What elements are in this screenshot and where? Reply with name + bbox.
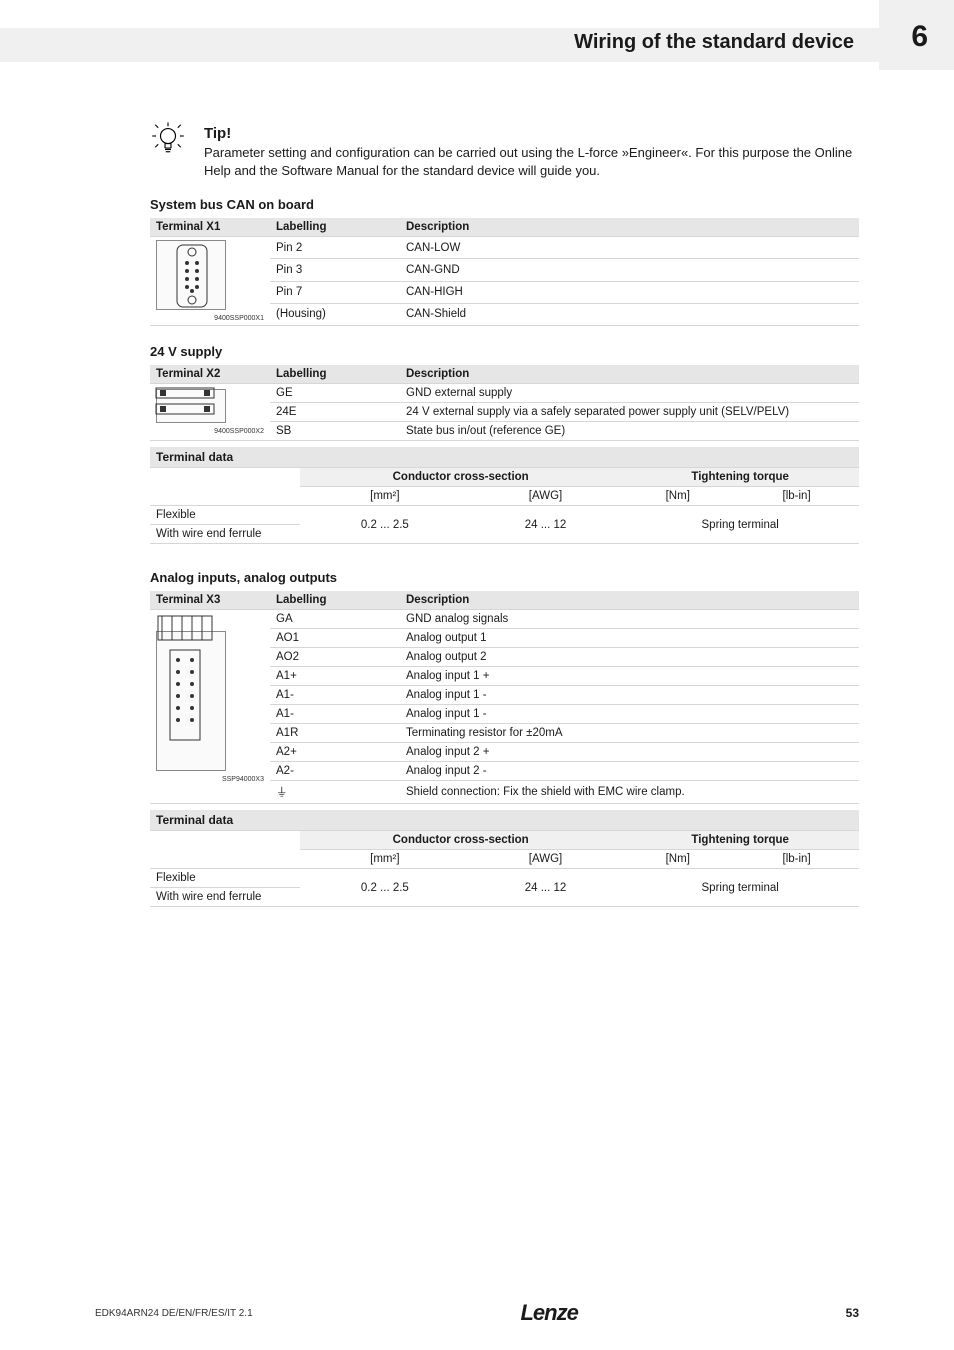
section-heading-analog: Analog inputs, analog outputs	[150, 570, 859, 585]
terminal-image-cell: 9400SSP000X2	[150, 384, 270, 441]
th-tt: Tightening torque	[621, 831, 859, 850]
table-cell-label: A2-	[270, 762, 400, 781]
footer-logo: Lenze	[520, 1300, 577, 1326]
table-cell-label: GE	[270, 384, 400, 403]
row-wire-end: With wire end ferrule	[150, 525, 300, 544]
table-cell-label: A1-	[270, 686, 400, 705]
th-labelling: Labelling	[270, 365, 400, 384]
unit-lbin: [lb-in]	[734, 850, 859, 869]
th-description: Description	[400, 591, 859, 610]
chapter-number: 6	[911, 20, 928, 54]
section-heading-24v: 24 V supply	[150, 344, 859, 359]
row-flexible: Flexible	[150, 869, 300, 888]
unit-mm2: [mm²]	[300, 487, 470, 506]
table-cell-label: Pin 2	[270, 237, 400, 259]
table-cell-desc: State bus in/out (reference GE)	[400, 422, 859, 441]
table-cell-desc: Analog input 2 -	[400, 762, 859, 781]
terminal-image-cell: 9400SSP000X1	[150, 237, 270, 326]
th-terminal: Terminal X1	[150, 218, 270, 237]
footer-docid: EDK94ARN24 DE/EN/FR/ES/IT 2.1	[95, 1308, 253, 1319]
connector-image-x2	[156, 389, 226, 423]
table-x3: Terminal X3 Labelling Description	[150, 591, 859, 804]
table-cell-desc: GND external supply	[400, 384, 859, 403]
table-cell-desc: CAN-GND	[400, 259, 859, 281]
part-number: 9400SSP000X1	[156, 315, 264, 322]
unit-nm: [Nm]	[621, 487, 734, 506]
table-cell-label: 24E	[270, 403, 400, 422]
table-cell-desc: Analog input 1 -	[400, 705, 859, 724]
table-cell-label: SB	[270, 422, 400, 441]
unit-awg: [AWG]	[470, 850, 622, 869]
th-ccs: Conductor cross-section	[300, 831, 621, 850]
table-terminal-data-2: Conductor cross-section Tightening torqu…	[150, 831, 859, 907]
table-cell-label: (Housing)	[270, 303, 400, 325]
table-cell-label: AO2	[270, 648, 400, 667]
table-cell-label: ⏚	[270, 781, 400, 804]
row-wire-end: With wire end ferrule	[150, 888, 300, 907]
table-x2: Terminal X2 Labelling Description 9400SS…	[150, 365, 859, 441]
table-cell-label: GA	[270, 610, 400, 629]
part-number: 9400SSP000X2	[156, 428, 264, 435]
tip-block: Tip! Parameter setting and configuration…	[150, 125, 859, 179]
th-description: Description	[400, 365, 859, 384]
table-terminal-data-1: Conductor cross-section Tightening torqu…	[150, 468, 859, 544]
val-mm2: 0.2 ... 2.5	[300, 869, 470, 907]
footer-page-number: 53	[846, 1306, 859, 1320]
title-bar: Wiring of the standard device	[0, 28, 954, 62]
table-cell-label: A1-	[270, 705, 400, 724]
table-cell-desc: Analog input 2 +	[400, 743, 859, 762]
terminal-image-cell: SSP94000X3	[150, 610, 270, 804]
table-cell-desc: CAN-HIGH	[400, 281, 859, 303]
th-tt: Tightening torque	[621, 468, 859, 487]
th-labelling: Labelling	[270, 591, 400, 610]
val-spring: Spring terminal	[621, 506, 859, 544]
th-description: Description	[400, 218, 859, 237]
table-x1: Terminal X1 Labelling Description	[150, 218, 859, 326]
table-cell-desc: CAN-LOW	[400, 237, 859, 259]
th-terminal: Terminal X2	[150, 365, 270, 384]
page-title: Wiring of the standard device	[574, 31, 854, 54]
connector-image-x1	[156, 240, 226, 310]
val-awg: 24 ... 12	[470, 506, 622, 544]
unit-lbin: [lb-in]	[734, 487, 859, 506]
val-awg: 24 ... 12	[470, 869, 622, 907]
page-header: Wiring of the standard device 6	[0, 0, 954, 70]
table-cell-desc: 24 V external supply via a safely separa…	[400, 403, 859, 422]
tip-text: Parameter setting and configuration can …	[204, 144, 859, 179]
terminal-data-title: Terminal data	[150, 810, 859, 831]
table-cell-label: A1R	[270, 724, 400, 743]
unit-awg: [AWG]	[470, 487, 622, 506]
val-spring: Spring terminal	[621, 869, 859, 907]
table-cell-label: Pin 3	[270, 259, 400, 281]
table-cell-desc: CAN-Shield	[400, 303, 859, 325]
row-flexible: Flexible	[150, 506, 300, 525]
table-cell-desc: Terminating resistor for ±20mA	[400, 724, 859, 743]
page-footer: EDK94ARN24 DE/EN/FR/ES/IT 2.1 Lenze 53	[0, 1300, 954, 1326]
table-cell-desc: Analog input 1 -	[400, 686, 859, 705]
table-cell-desc: Analog output 1	[400, 629, 859, 648]
th-terminal: Terminal X3	[150, 591, 270, 610]
table-cell-desc: GND analog signals	[400, 610, 859, 629]
th-ccs: Conductor cross-section	[300, 468, 621, 487]
table-cell-label: Pin 7	[270, 281, 400, 303]
table-cell-desc: Analog output 2	[400, 648, 859, 667]
table-cell-desc: Analog input 1 +	[400, 667, 859, 686]
unit-nm: [Nm]	[621, 850, 734, 869]
unit-mm2: [mm²]	[300, 850, 470, 869]
tip-icon	[150, 121, 186, 157]
page-content: Tip! Parameter setting and configuration…	[0, 70, 954, 907]
terminal-data-title: Terminal data	[150, 447, 859, 468]
part-number: SSP94000X3	[156, 776, 264, 783]
tip-label: Tip!	[204, 125, 859, 142]
table-cell-label: A2+	[270, 743, 400, 762]
val-mm2: 0.2 ... 2.5	[300, 506, 470, 544]
table-cell-label: AO1	[270, 629, 400, 648]
table-cell-label: A1+	[270, 667, 400, 686]
th-labelling: Labelling	[270, 218, 400, 237]
table-cell-desc: Shield connection: Fix the shield with E…	[400, 781, 859, 804]
connector-image-x3	[156, 631, 226, 771]
section-heading-can: System bus CAN on board	[150, 197, 859, 212]
